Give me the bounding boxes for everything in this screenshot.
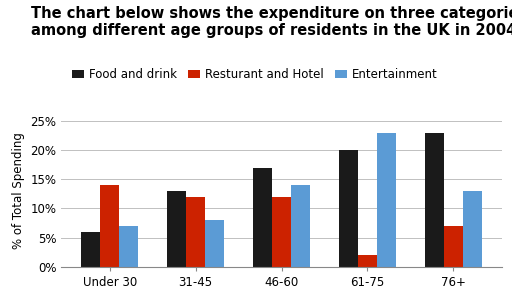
Bar [377,133,396,267]
Bar [339,150,358,267]
Bar [272,197,291,267]
Legend: Food and drink, Resturant and Hotel, Entertainment: Food and drink, Resturant and Hotel, Ent… [68,63,442,86]
Bar [81,232,100,267]
Bar [463,191,482,267]
Text: The chart below shows the expenditure on three categories
among different age gr: The chart below shows the expenditure on… [31,6,512,38]
Y-axis label: % of Total Spending: % of Total Spending [12,132,25,249]
Bar [205,220,224,267]
Bar [358,255,377,267]
Bar [119,226,138,267]
Bar [425,133,444,267]
Bar [444,226,463,267]
Bar [186,197,205,267]
Bar [291,185,310,267]
Bar [100,185,119,267]
Bar [253,168,272,267]
Bar [167,191,186,267]
